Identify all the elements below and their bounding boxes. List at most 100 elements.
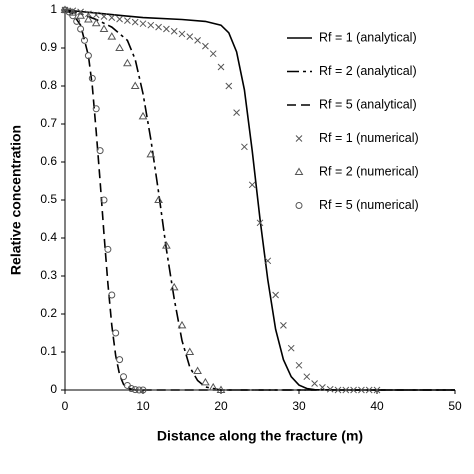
marker-circle <box>131 386 139 394</box>
marker-x <box>264 257 272 265</box>
marker-x <box>248 181 256 189</box>
marker-x <box>225 82 233 90</box>
x-tick-label: 30 <box>292 399 306 413</box>
marker-x <box>100 13 108 20</box>
series-line <box>64 9 455 391</box>
marker-x <box>358 386 365 394</box>
marker-x <box>256 219 264 227</box>
marker-circle <box>77 25 85 33</box>
marker-triangle <box>177 320 187 329</box>
marker-x <box>342 386 350 394</box>
marker-triangle <box>216 385 226 393</box>
marker-circle <box>139 386 147 394</box>
marker-circle <box>104 245 112 253</box>
marker-triangle <box>169 282 179 291</box>
legend-swatch <box>295 202 303 209</box>
marker-circle <box>108 291 116 299</box>
x-tick-label: 0 <box>62 399 69 413</box>
marker-triangle <box>146 149 156 158</box>
marker-x <box>303 373 311 381</box>
marker-x <box>319 383 326 391</box>
marker-x <box>365 386 373 394</box>
marker-x <box>147 21 155 29</box>
x-tick-label: 40 <box>370 399 384 413</box>
marker-x <box>295 361 303 369</box>
y-tick-label: 0.9 <box>40 40 57 54</box>
marker-x <box>108 14 116 21</box>
marker-x <box>131 18 139 26</box>
marker-triangle <box>123 58 132 67</box>
marker-circle <box>135 386 143 394</box>
y-tick-label: 0.5 <box>40 192 57 206</box>
legend-swatch <box>295 135 303 142</box>
marker-triangle <box>84 15 93 23</box>
marker-x <box>170 27 178 35</box>
x-tick-label: 50 <box>448 399 462 413</box>
marker-triangle <box>162 241 171 249</box>
marker-circle <box>96 147 104 155</box>
y-tick-label: 0.4 <box>40 230 57 244</box>
y-tick-label: 0.7 <box>40 116 57 130</box>
marker-x <box>373 386 381 394</box>
marker-x <box>155 23 162 31</box>
series-line <box>64 9 455 391</box>
marker-x <box>163 25 170 33</box>
marker-x <box>139 20 147 28</box>
y-tick-label: 0.3 <box>40 268 57 282</box>
legend-label: Rf = 1 (analytical) <box>319 30 417 44</box>
marker-x <box>272 291 279 299</box>
legend-label: Rf = 5 (numerical) <box>319 198 419 212</box>
x-tick-label: 10 <box>136 399 150 413</box>
y-tick-label: 0.2 <box>40 306 57 320</box>
y-tick-label: 0 <box>50 382 57 396</box>
marker-triangle <box>193 366 202 374</box>
marker-circle <box>61 6 69 14</box>
legend-label: Rf = 2 (numerical) <box>319 164 419 178</box>
marker-x <box>334 386 342 394</box>
marker-x <box>280 322 287 329</box>
marker-triangle <box>115 43 124 51</box>
marker-triangle <box>138 111 148 120</box>
marker-x <box>209 50 217 58</box>
marker-x <box>287 344 295 352</box>
marker-triangle <box>99 24 109 32</box>
marker-circle <box>112 329 120 337</box>
legend-label: Rf = 2 (analytical) <box>319 64 417 78</box>
marker-triangle <box>208 382 218 391</box>
y-tick-label: 0.6 <box>40 154 57 168</box>
y-tick-label: 0.1 <box>40 344 57 358</box>
marker-circle <box>81 36 88 44</box>
marker-x <box>92 11 100 19</box>
marker-circle <box>92 105 100 113</box>
marker-x <box>326 385 334 393</box>
marker-circle <box>65 8 73 16</box>
marker-x <box>241 143 248 151</box>
marker-triangle <box>107 32 117 40</box>
x-axis-title: Distance along the fracture (m) <box>157 428 363 444</box>
marker-x <box>85 10 92 18</box>
marker-circle <box>120 373 127 381</box>
marker-x <box>311 380 318 387</box>
marker-x <box>116 15 123 23</box>
marker-circle <box>127 384 135 392</box>
marker-triangle <box>130 81 140 89</box>
marker-circle <box>88 74 96 82</box>
marker-x <box>202 42 209 50</box>
x-tick-label: 20 <box>214 399 228 413</box>
y-tick-label: 0.8 <box>40 78 57 92</box>
marker-x <box>178 30 186 38</box>
marker-triangle <box>154 195 163 203</box>
marker-circle <box>84 52 92 60</box>
marker-triangle <box>185 347 195 355</box>
marker-triangle <box>91 18 101 27</box>
marker-circle <box>69 12 77 20</box>
legend-swatch <box>294 167 304 175</box>
marker-x <box>124 17 131 24</box>
marker-triangle <box>201 377 210 386</box>
marker-triangle <box>76 11 85 19</box>
marker-triangle <box>68 8 78 16</box>
marker-circle <box>100 196 108 204</box>
marker-x <box>217 63 225 71</box>
